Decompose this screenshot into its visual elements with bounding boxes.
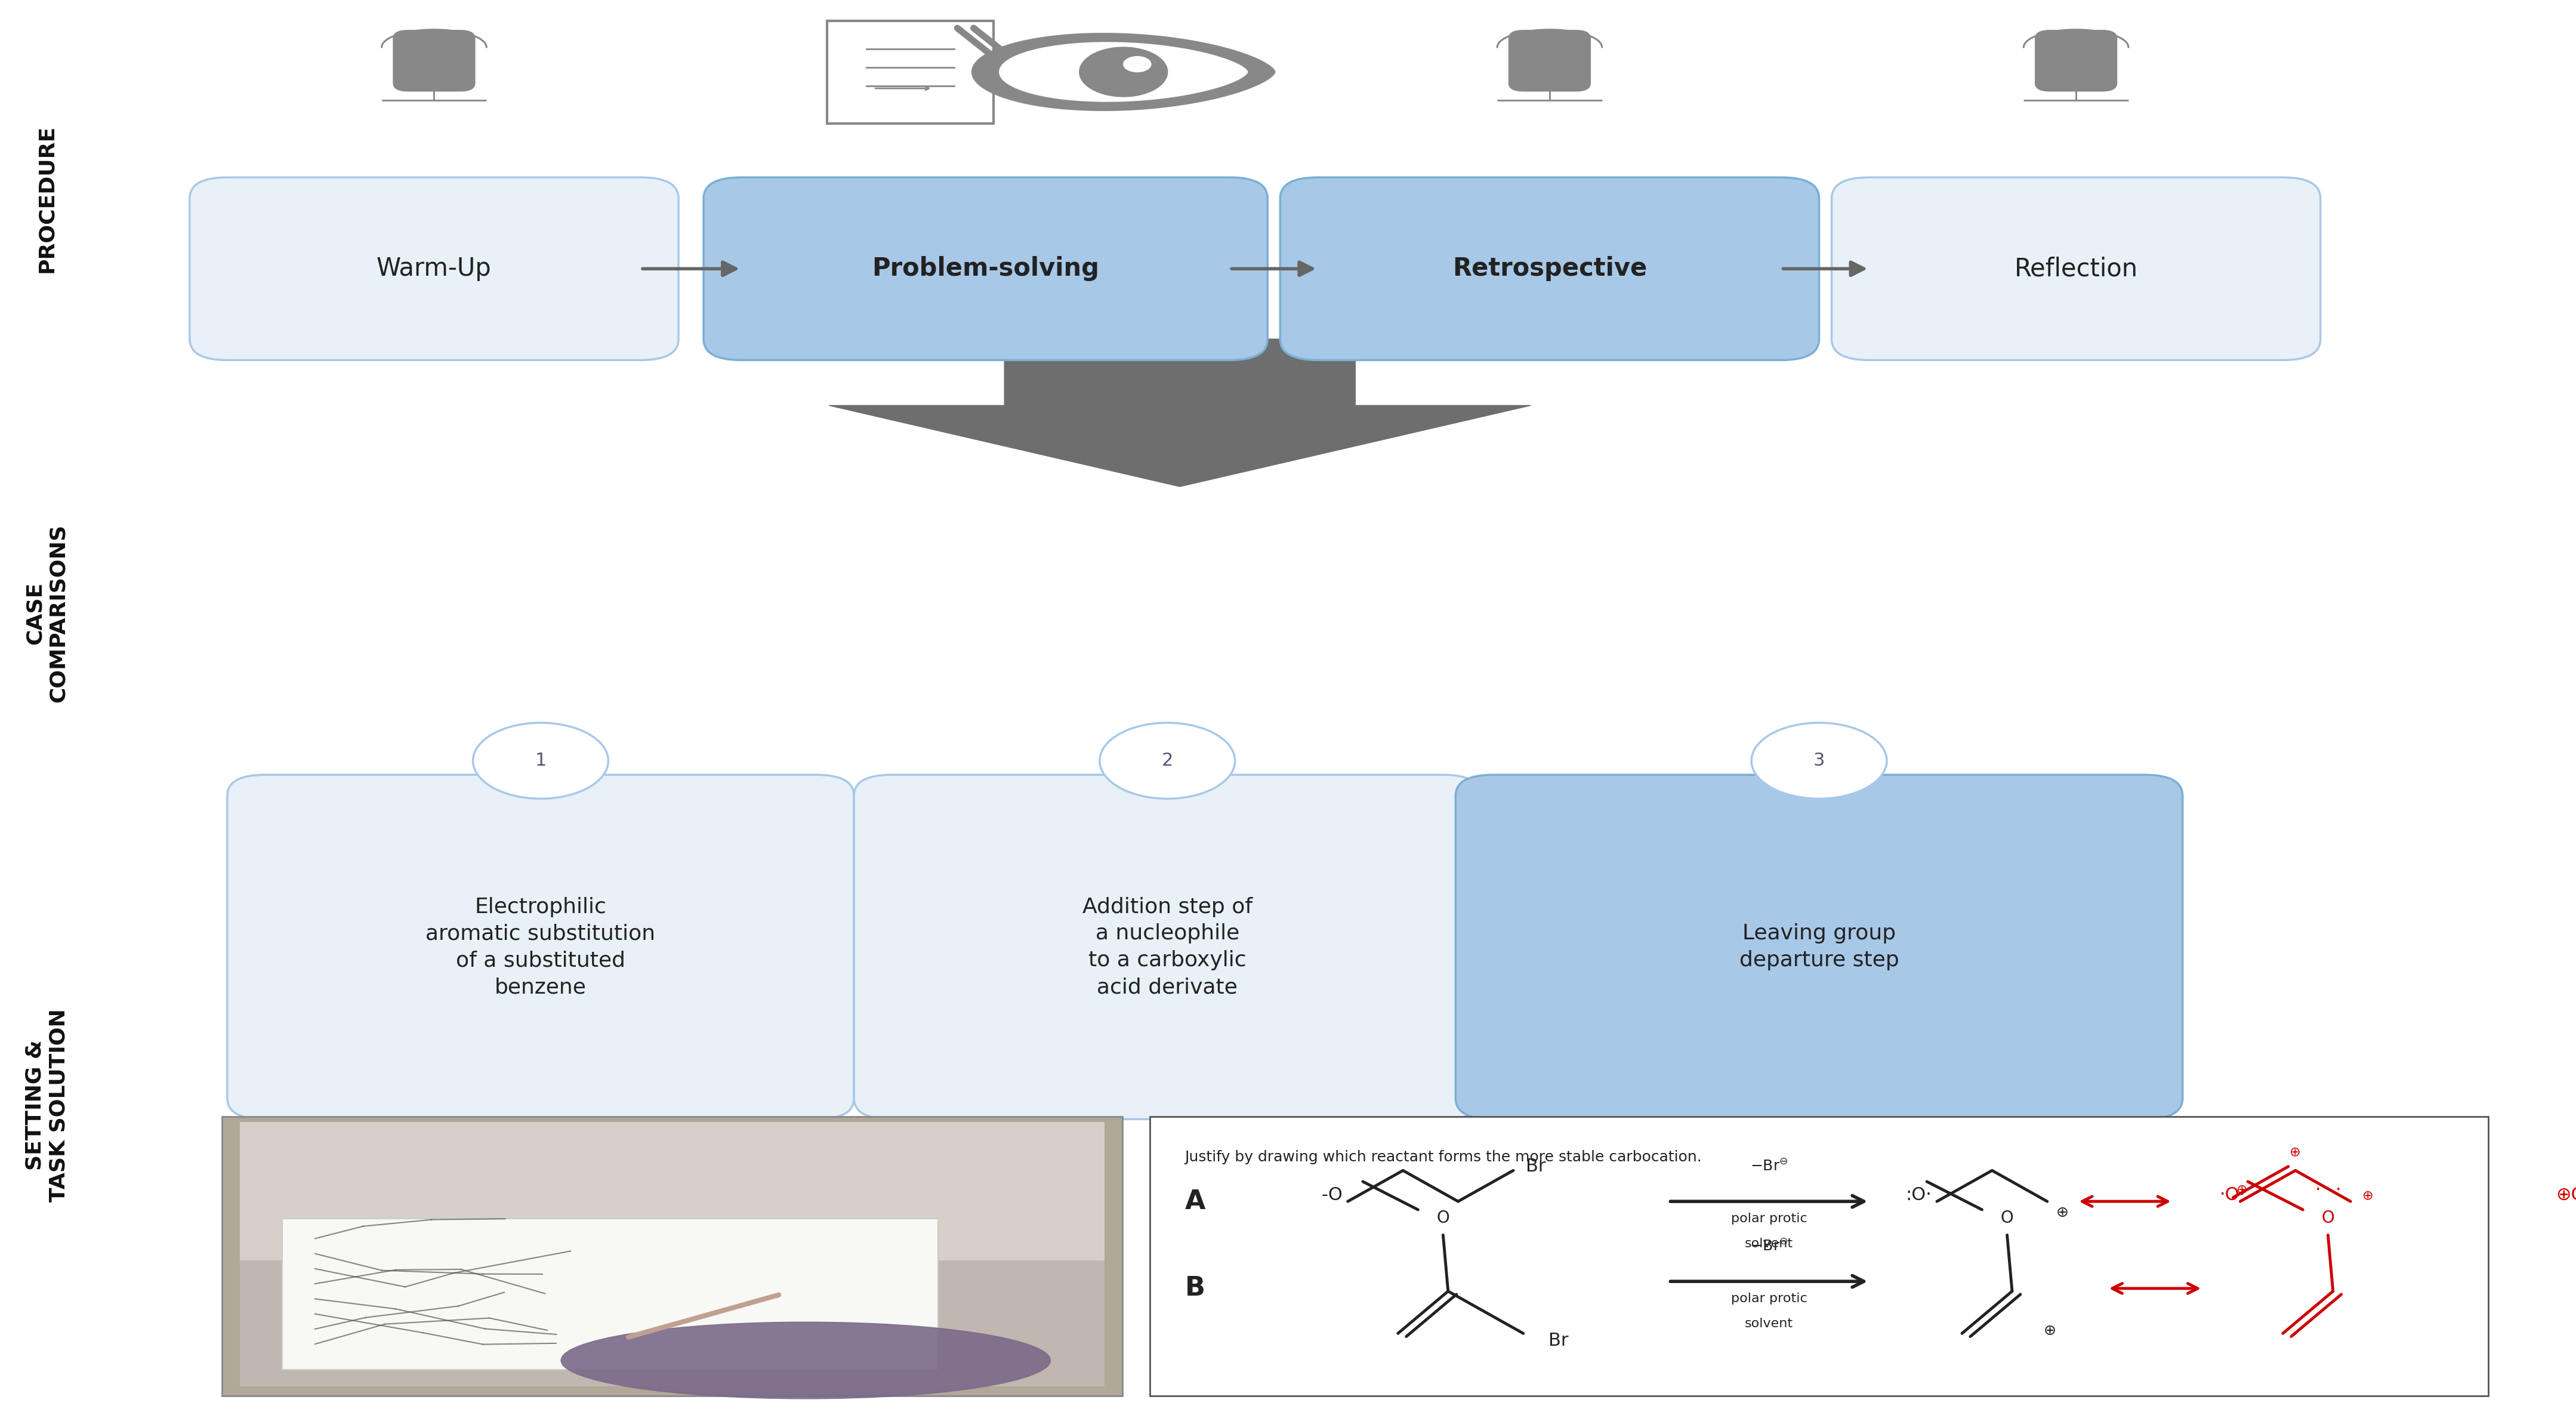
Text: Electrophilic
aromatic substitution
of a substituted
benzene: Electrophilic aromatic substitution of a… [425, 896, 654, 998]
Text: O: O [1437, 1210, 1450, 1226]
Text: Reflection: Reflection [2014, 256, 2138, 282]
Text: $-\mathregular{Br}^{\ominus}$: $-\mathregular{Br}^{\ominus}$ [1749, 1158, 1788, 1174]
Text: $-\mathregular{Br}^{\ominus}$: $-\mathregular{Br}^{\ominus}$ [1749, 1239, 1788, 1253]
FancyBboxPatch shape [1455, 775, 2182, 1119]
FancyBboxPatch shape [1510, 30, 1592, 92]
Polygon shape [971, 34, 1275, 111]
Circle shape [1123, 56, 1151, 72]
Text: O: O [2002, 1210, 2014, 1226]
Text: ⊕: ⊕ [2290, 1147, 2300, 1158]
Text: ·: · [2334, 1181, 2342, 1199]
Text: ·: · [2316, 1181, 2321, 1199]
Text: polar protic: polar protic [1731, 1292, 1808, 1305]
Text: 2: 2 [1162, 752, 1172, 769]
FancyBboxPatch shape [191, 178, 677, 361]
Text: 3: 3 [1814, 752, 1824, 769]
FancyBboxPatch shape [827, 21, 994, 123]
Text: Justify by drawing which reactant forms the more stable carbocation.: Justify by drawing which reactant forms … [1185, 1150, 1703, 1164]
FancyBboxPatch shape [1832, 178, 2321, 361]
FancyArrow shape [1229, 789, 1880, 874]
Text: -O: -O [1321, 1186, 1342, 1203]
Ellipse shape [562, 1322, 1051, 1399]
Circle shape [1752, 723, 1886, 799]
Polygon shape [999, 42, 1247, 101]
Text: ⊕: ⊕ [2362, 1189, 2372, 1202]
Text: Warm-Up: Warm-Up [376, 256, 492, 282]
FancyBboxPatch shape [227, 775, 855, 1119]
FancyBboxPatch shape [240, 1122, 1105, 1270]
FancyBboxPatch shape [703, 178, 1267, 361]
FancyBboxPatch shape [1280, 178, 1819, 361]
Text: ⊕: ⊕ [2056, 1206, 2069, 1220]
Text: ⊕: ⊕ [2236, 1184, 2249, 1196]
Text: 1: 1 [536, 752, 546, 769]
FancyBboxPatch shape [855, 775, 1481, 1119]
FancyBboxPatch shape [240, 1260, 1105, 1386]
FancyBboxPatch shape [283, 1219, 938, 1370]
FancyBboxPatch shape [2035, 30, 2117, 92]
Text: CASE
COMPARISONS: CASE COMPARISONS [26, 524, 70, 702]
Text: B: B [1185, 1275, 1206, 1302]
FancyBboxPatch shape [222, 1116, 1123, 1396]
FancyBboxPatch shape [394, 30, 477, 92]
Text: solvent: solvent [1744, 1317, 1793, 1330]
Text: Addition step of
a nucleophile
to a carboxylic
acid derivate: Addition step of a nucleophile to a carb… [1082, 896, 1252, 998]
Text: :O·: :O· [1906, 1186, 1932, 1203]
Text: Retrospective: Retrospective [1453, 256, 1646, 282]
Text: ·O·: ·O· [2221, 1186, 2246, 1203]
Circle shape [1079, 48, 1167, 97]
Text: Br: Br [1525, 1158, 1546, 1175]
Text: polar protic: polar protic [1731, 1213, 1808, 1224]
Text: O: O [2321, 1210, 2334, 1226]
Circle shape [1100, 723, 1234, 799]
Text: ⊕O·: ⊕O· [2555, 1186, 2576, 1203]
Text: Problem-solving: Problem-solving [871, 256, 1100, 282]
Text: solvent: solvent [1744, 1239, 1793, 1250]
Text: PROCEDURE: PROCEDURE [36, 124, 57, 272]
Text: SETTING &
TASK SOLUTION: SETTING & TASK SOLUTION [26, 1009, 70, 1202]
Circle shape [474, 723, 608, 799]
Text: ⊕: ⊕ [2043, 1323, 2056, 1337]
Text: Leaving group
departure step: Leaving group departure step [1739, 923, 1899, 971]
FancyArrow shape [829, 340, 1530, 486]
Text: Br: Br [1548, 1332, 1569, 1348]
Text: A: A [1185, 1189, 1206, 1215]
FancyBboxPatch shape [1149, 1116, 2488, 1396]
